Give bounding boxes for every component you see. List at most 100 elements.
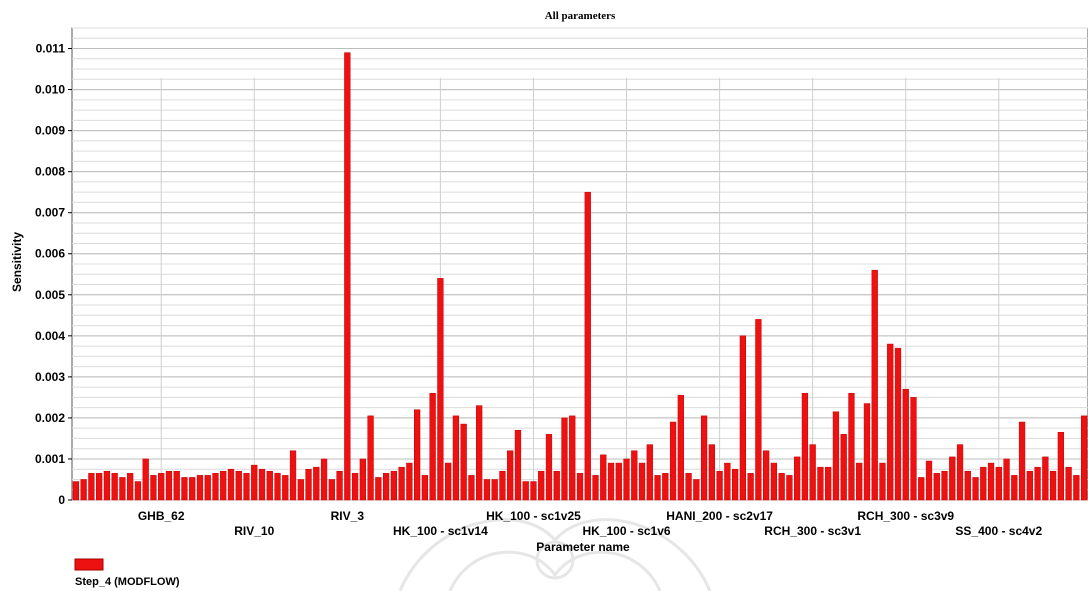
bar — [731, 468, 739, 501]
bar — [181, 477, 188, 501]
bar — [584, 191, 591, 501]
bar — [437, 278, 444, 501]
grid-lines — [72, 27, 1088, 501]
bar — [220, 471, 227, 501]
y-tick-label: 0 — [58, 493, 65, 507]
x-tick-label: HANI_200 - sc2v17 — [666, 509, 773, 523]
y-axis-label: Sensitivity — [10, 232, 24, 292]
bar — [902, 388, 909, 501]
bar — [600, 454, 607, 501]
bar — [995, 466, 1002, 501]
bar — [607, 462, 615, 501]
y-tick-label: 0.007 — [35, 206, 65, 220]
bar — [382, 473, 390, 501]
bar — [289, 450, 297, 501]
bar — [840, 434, 847, 501]
bar — [227, 468, 235, 501]
bar — [165, 471, 173, 501]
bar — [421, 475, 429, 501]
bar — [801, 393, 809, 501]
bar — [103, 471, 111, 501]
bar — [739, 335, 746, 501]
bar — [832, 411, 840, 501]
bar — [305, 468, 312, 501]
bar — [708, 444, 715, 501]
bar — [887, 343, 894, 501]
bar — [514, 429, 522, 501]
bar — [297, 479, 304, 501]
x-tick-label: GHB_62 — [138, 509, 185, 523]
bar — [615, 462, 622, 501]
bar — [879, 462, 886, 501]
bar — [1011, 475, 1018, 501]
bar — [282, 475, 289, 501]
bar — [545, 434, 553, 501]
bar — [119, 477, 126, 501]
bar — [848, 393, 855, 501]
bar — [972, 477, 979, 501]
bar — [716, 471, 723, 501]
bar — [72, 481, 80, 501]
bar — [406, 462, 413, 501]
bar — [638, 462, 646, 501]
bar — [328, 479, 335, 501]
legend-entry: Step_4 (MODFLOW) — [75, 576, 180, 588]
y-tick-label: 0.003 — [35, 370, 65, 384]
bar — [1003, 458, 1010, 501]
bar — [258, 468, 266, 501]
bar — [569, 415, 576, 501]
bar — [359, 458, 366, 501]
x-tick-label: SS_400 - sc4v2 — [955, 524, 1042, 538]
bar — [553, 471, 560, 501]
bar — [576, 473, 584, 501]
bar — [243, 473, 250, 501]
bar — [1034, 466, 1041, 501]
bar — [538, 471, 545, 501]
bar — [956, 444, 964, 501]
bar — [274, 473, 281, 501]
x-tick-label: HK_100 - sc1v14 — [393, 524, 488, 538]
x-axis-label: Parameter name — [536, 540, 630, 554]
bar — [414, 409, 421, 501]
bar — [662, 473, 669, 501]
bar — [693, 479, 700, 501]
bar — [825, 466, 832, 501]
bar — [1065, 466, 1072, 501]
legend: Step_4 (MODFLOW) — [74, 558, 180, 588]
bar — [646, 444, 653, 501]
bar — [266, 471, 273, 501]
bar — [770, 462, 778, 501]
watermark-emblem — [398, 518, 712, 591]
bar — [910, 397, 917, 501]
bar — [669, 421, 677, 501]
y-tick-label: 0.005 — [35, 288, 65, 302]
bar — [212, 473, 219, 501]
y-tick-label: 0.001 — [35, 452, 65, 466]
bar — [499, 471, 506, 501]
y-tick-label: 0.006 — [35, 247, 65, 261]
bar — [491, 479, 498, 501]
y-tick-label: 0.002 — [35, 411, 65, 425]
bar — [367, 415, 374, 501]
bar — [700, 415, 708, 501]
bar — [80, 479, 87, 501]
bar — [1080, 415, 1088, 501]
x-tick-label: RIV_3 — [331, 509, 365, 523]
bar — [778, 473, 785, 501]
bar — [1042, 456, 1049, 501]
bar — [763, 450, 770, 501]
bar — [189, 477, 196, 501]
bar — [476, 405, 483, 501]
bar — [522, 481, 529, 501]
bar — [452, 415, 460, 501]
bar — [1026, 471, 1033, 501]
x-tick-label: HK_100 - sc1v25 — [486, 509, 581, 523]
bar — [336, 471, 343, 501]
bar — [964, 471, 971, 501]
y-tick-label: 0.004 — [35, 329, 65, 343]
bar — [685, 473, 692, 501]
bar — [429, 393, 436, 501]
bar — [561, 417, 568, 501]
